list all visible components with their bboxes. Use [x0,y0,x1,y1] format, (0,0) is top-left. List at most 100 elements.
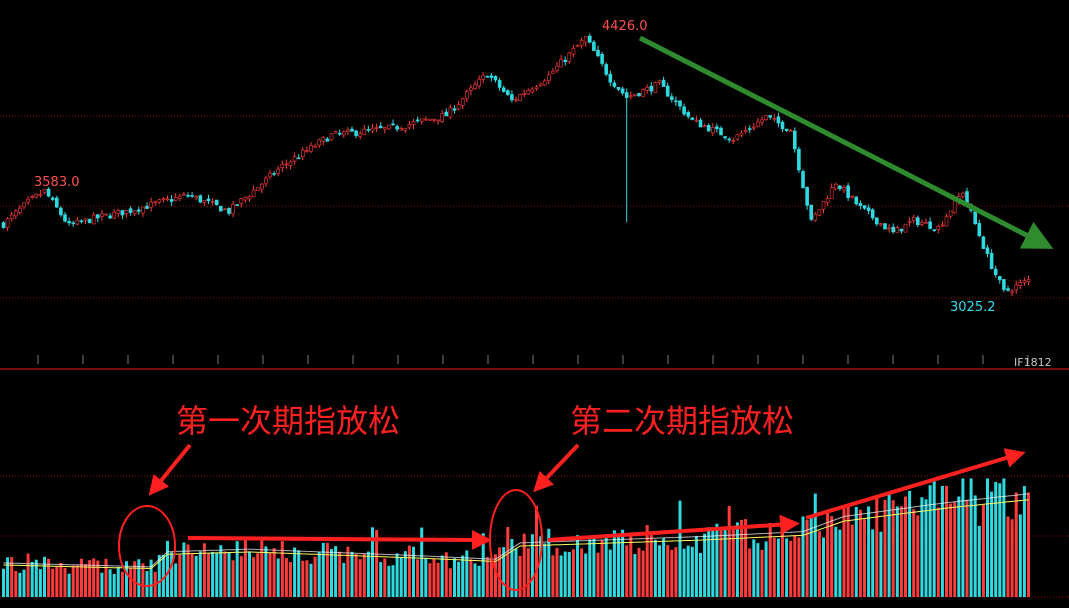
volume-bar [293,547,297,597]
candle-body [772,117,777,120]
candle-body [551,70,555,74]
candle-body [235,204,239,206]
candle-body [104,213,108,216]
volume-bar [686,545,690,597]
volume-bar [399,557,403,597]
volume-bar [1002,478,1006,597]
volume-bar [186,544,190,597]
candle-body [801,171,805,189]
candle-body [879,223,883,225]
candle-body [358,133,363,137]
candle-body [149,201,153,208]
volume-bar [116,567,120,597]
candle-body [587,35,592,43]
candle-body [862,205,867,209]
volume-bar [801,516,805,597]
candle-body [489,75,494,78]
candle-body [870,209,875,219]
peak-high-label: 4426.0 [602,19,648,34]
volume-bar [1006,516,1010,597]
candle-body [924,222,928,224]
volume-bar [518,555,522,597]
volume-bar [986,478,989,597]
volume-bar [629,534,633,597]
volume-bar [202,543,206,597]
candle-body [1026,279,1031,283]
candle-body [214,199,219,206]
candle-body [288,161,293,166]
candle-body [690,117,695,120]
volume-bar [506,527,510,597]
volume-bar [715,523,719,597]
volume-bar [428,563,432,597]
volume-bar [108,569,112,597]
candle-body [874,217,879,225]
volume-bar [211,551,215,597]
candle-body [505,90,510,96]
volume-bar [772,537,776,597]
candle-body [973,211,978,225]
volume-bar [489,557,493,597]
volume-bar [526,548,530,597]
candle-body [612,82,617,87]
volume-bar [776,538,780,597]
candle-body [944,216,949,227]
volume-bar [325,542,329,597]
candle-body [268,172,272,178]
volume-bar [760,549,764,597]
candle-body [854,196,859,205]
volume-bar [571,549,575,597]
volume-bar [768,523,772,597]
candle-body [255,187,260,191]
candle-body [858,203,863,206]
candle-body [538,83,543,86]
volume-bar [1010,519,1014,597]
volume-bar [637,547,641,597]
second-loosening-label: 第二次期指放松 [570,402,794,440]
candle-body [608,73,613,83]
volume-bar [592,537,596,597]
candle-body [817,209,822,216]
candle-body [932,229,937,231]
candle-body [247,196,252,200]
volume-bar [563,551,567,597]
candle-body [182,193,186,196]
volume-bar [231,560,235,597]
candle-body [678,100,682,107]
candle-body [14,210,18,217]
candle-body [710,127,715,134]
volume-bar [781,529,784,597]
candle-body [997,276,1002,281]
volume-bar [625,545,629,597]
candle-body [91,214,96,225]
volume-bar [539,536,543,597]
candle-body [653,82,658,93]
candle-body [350,128,354,132]
candle-body [805,186,809,206]
volume-bar [412,546,415,597]
candle-body [1014,284,1019,291]
candle-body [825,198,830,204]
volume-bar [653,539,657,597]
candle-body [227,208,231,214]
left-high-label: 3583.0 [34,175,80,190]
volume-bar [588,539,592,597]
candle-body [641,89,645,98]
candle-body [911,216,916,222]
candle-body [440,113,445,122]
volume-bar [699,552,702,597]
volume-bar [994,482,998,597]
candle-body [624,92,629,98]
candle-body [694,119,699,122]
volume-bar [785,538,789,597]
surging-volume-arrow [805,448,1026,520]
volume-bar [977,525,981,597]
candle-body [186,195,190,197]
candle-body [309,145,313,152]
candle-body [411,121,416,125]
candle-body [264,177,268,184]
candle-body [579,40,584,46]
volume-bar [543,543,547,597]
volume-bar [432,558,436,597]
candle-body [141,206,145,214]
